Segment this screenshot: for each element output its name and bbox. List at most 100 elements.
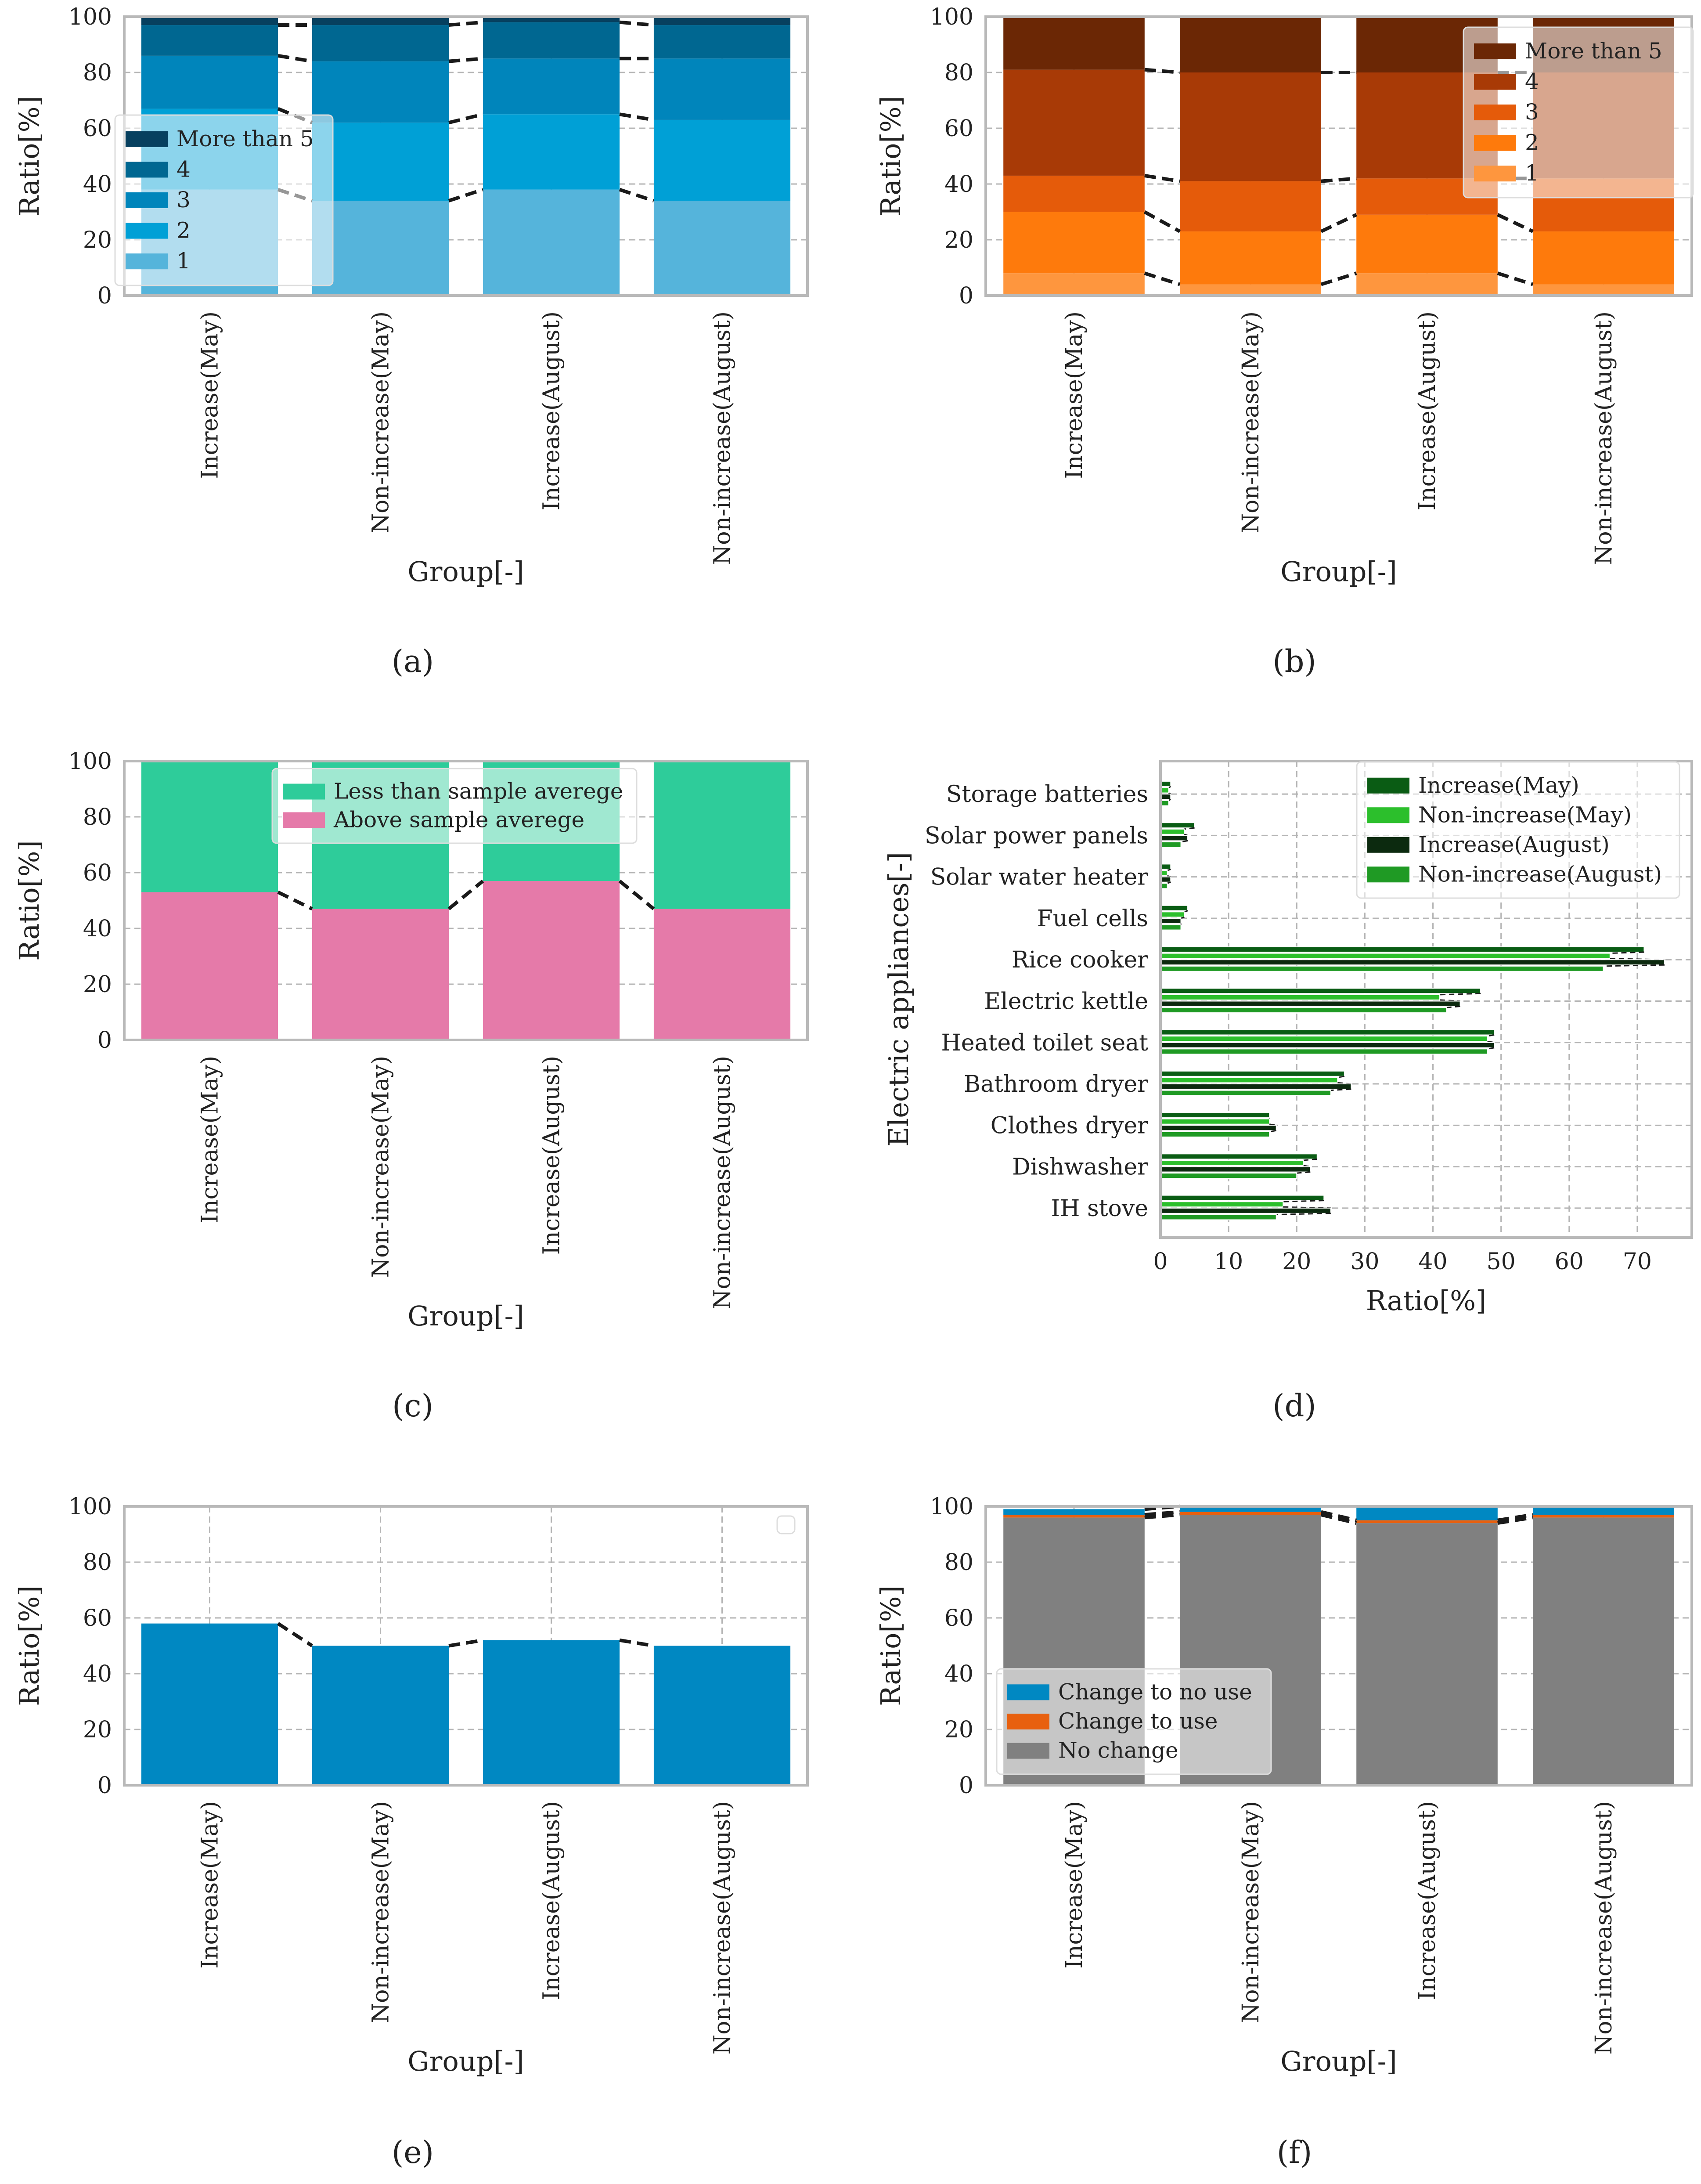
bar-1-increase-august — [483, 189, 620, 296]
legend-swatch-4 — [126, 162, 168, 178]
x-tick-label: Non-increase(August) — [710, 311, 736, 565]
connector-line — [1497, 1513, 1533, 1522]
bar-above-sample-averege-increase-august — [483, 881, 620, 1040]
connector-line — [1603, 964, 1665, 967]
bar-increase-may-rice-cooker — [1160, 946, 1645, 953]
legend-swatch-less-than-sample-averege — [283, 783, 325, 800]
x-tick-label: Increase(May) — [1061, 1801, 1088, 1968]
caption-b: (b) — [1272, 643, 1316, 679]
legend-label: 3 — [177, 187, 191, 213]
chart-b: 0 20 40 60 80 100 Increase(May) Non-increase(Ma… — [875, 4, 1694, 588]
legend-swatch-change-to-use — [1007, 1714, 1049, 1729]
bar-increase-may-solar-water-heater — [1160, 863, 1171, 870]
legend-label: Change to use — [1058, 1708, 1218, 1734]
y-tick-label: Rice cooker — [1012, 947, 1148, 973]
bar-increase-august-rice-cooker — [1160, 959, 1665, 966]
bar-increase-may-bathroom-dryer — [1160, 1070, 1345, 1077]
chart-c: 0 20 40 60 80 100 Increase(May) Non-increase(Ma… — [13, 748, 809, 1332]
y-axis-label: Electric appliances[-] — [883, 852, 915, 1147]
legend-swatch-3 — [126, 192, 168, 208]
x-tick-label: 0 — [1153, 1249, 1168, 1275]
x-tick-label: 70 — [1623, 1249, 1652, 1275]
x-tick-label: Increase(May) — [1061, 311, 1088, 479]
x-tick-label: Non-increase(August) — [1591, 1801, 1617, 2054]
chart-f: 0 20 40 60 80 100 Increase(May) Non-increase(Ma… — [875, 1494, 1693, 2077]
y-tick-label: Solar power panels — [925, 823, 1148, 849]
legend-label: 2 — [177, 218, 191, 243]
bar-increase-may-solar-power-panels — [1160, 822, 1195, 829]
y-tick-label: 60 — [944, 1605, 973, 1632]
legend-swatch-more-than-5 — [1474, 43, 1516, 59]
bar-non-increase-may-rice-cooker — [1160, 953, 1611, 959]
x-tick-label: Increase(May) — [197, 311, 223, 479]
bar-more-than-5-non-increase-august — [653, 17, 791, 25]
y-tick-label: 40 — [944, 171, 973, 198]
y-tick-label: 80 — [83, 60, 112, 86]
y-axis-label: Ratio[%] — [875, 96, 907, 216]
bar-increase-august-fuel-cells — [1160, 917, 1182, 924]
connector-line — [1283, 1200, 1324, 1202]
x-tick-label: Increase(August) — [1414, 1801, 1441, 2000]
connector-line — [1446, 1005, 1460, 1008]
y-tick-label: 100 — [930, 4, 973, 30]
connector-line — [448, 112, 483, 125]
connector-line — [1144, 1505, 1180, 1511]
legend-swatch-above-sample-averege — [283, 812, 325, 828]
connector-line — [1303, 1165, 1311, 1168]
legend — [114, 114, 334, 286]
y-tick-label: 100 — [68, 748, 112, 775]
bar-change-to-use-non-increase-may — [1180, 1512, 1321, 1515]
bar-4-non-increase-may — [1180, 72, 1321, 181]
y-tick-label: 40 — [83, 171, 112, 198]
connector-line — [1320, 1510, 1357, 1522]
legend-swatch-2 — [126, 223, 168, 239]
caption-a: (a) — [392, 643, 434, 679]
x-axis-label: Group[-] — [407, 1300, 524, 1332]
legend-swatch-no-change — [1007, 1743, 1049, 1759]
plot-frame — [984, 1505, 1693, 1787]
bar-non-increase-august-rice-cooker — [1160, 965, 1604, 972]
legend-label: Increase(May) — [1418, 773, 1579, 798]
bar-increase-may-electric-kettle — [1160, 988, 1481, 994]
legend-swatch-non-increase-august — [1367, 866, 1409, 883]
connector-line — [448, 57, 483, 63]
x-tick-label: Non-increase(May) — [368, 1801, 394, 2023]
x-tick-label: Increase(August) — [539, 1056, 565, 1255]
bar-4-non-increase-august — [653, 25, 791, 59]
bar-change-to-no-use-non-increase-august — [1533, 1506, 1674, 1515]
x-tick-label: 10 — [1214, 1249, 1243, 1275]
connector-line — [448, 188, 484, 202]
y-tick-label: 40 — [944, 1661, 973, 1687]
connector-line — [1181, 840, 1188, 843]
caption-d: (d) — [1272, 1388, 1316, 1424]
bar-non-increase-august-ih-stove — [1160, 1214, 1277, 1220]
bar-change-to-use-non-increase-august — [1533, 1515, 1674, 1518]
bar-increase-may-fuel-cells — [1160, 905, 1189, 911]
y-tick-label: Bathroom dryer — [964, 1071, 1148, 1097]
x-tick-label: Increase(August) — [1414, 311, 1441, 510]
y-tick-label: 0 — [97, 1027, 112, 1054]
y-tick-label: 0 — [959, 283, 973, 309]
legend — [776, 1515, 796, 1534]
bar-increase-august-solar-power-panels — [1160, 835, 1189, 841]
legend — [1356, 761, 1680, 899]
bar-change-to-use-increase-may — [1003, 1515, 1145, 1518]
bar-1-increase-august — [1356, 273, 1498, 296]
bar-non-increase-august-solar-power-panels — [1160, 841, 1182, 848]
x-tick-label: 30 — [1350, 1249, 1379, 1275]
bar-non-increase-may-heated-toilet-seat — [1160, 1036, 1488, 1042]
y-tick-label: Clothes dryer — [991, 1112, 1148, 1139]
y-tick-label: 40 — [83, 1661, 112, 1687]
y-tick-label: 100 — [68, 4, 112, 30]
legend-swatch-more-than-5 — [126, 131, 168, 147]
bar-increase-august-heated-toilet-seat — [1160, 1042, 1495, 1048]
bar-non-increase-august-clothes-dryer — [1160, 1131, 1270, 1137]
bar-non-increase-may-dishwasher — [1160, 1159, 1304, 1166]
connector-line — [1144, 173, 1180, 183]
bar-value-non-increase-august — [653, 1646, 791, 1785]
bar-increase-may-ih-stove — [1160, 1195, 1325, 1201]
connector-line — [1497, 271, 1534, 286]
bar-increase-august-bathroom-dryer — [1160, 1083, 1352, 1090]
connector-line — [1337, 1076, 1345, 1078]
bar-4-increase-may — [1003, 69, 1145, 176]
